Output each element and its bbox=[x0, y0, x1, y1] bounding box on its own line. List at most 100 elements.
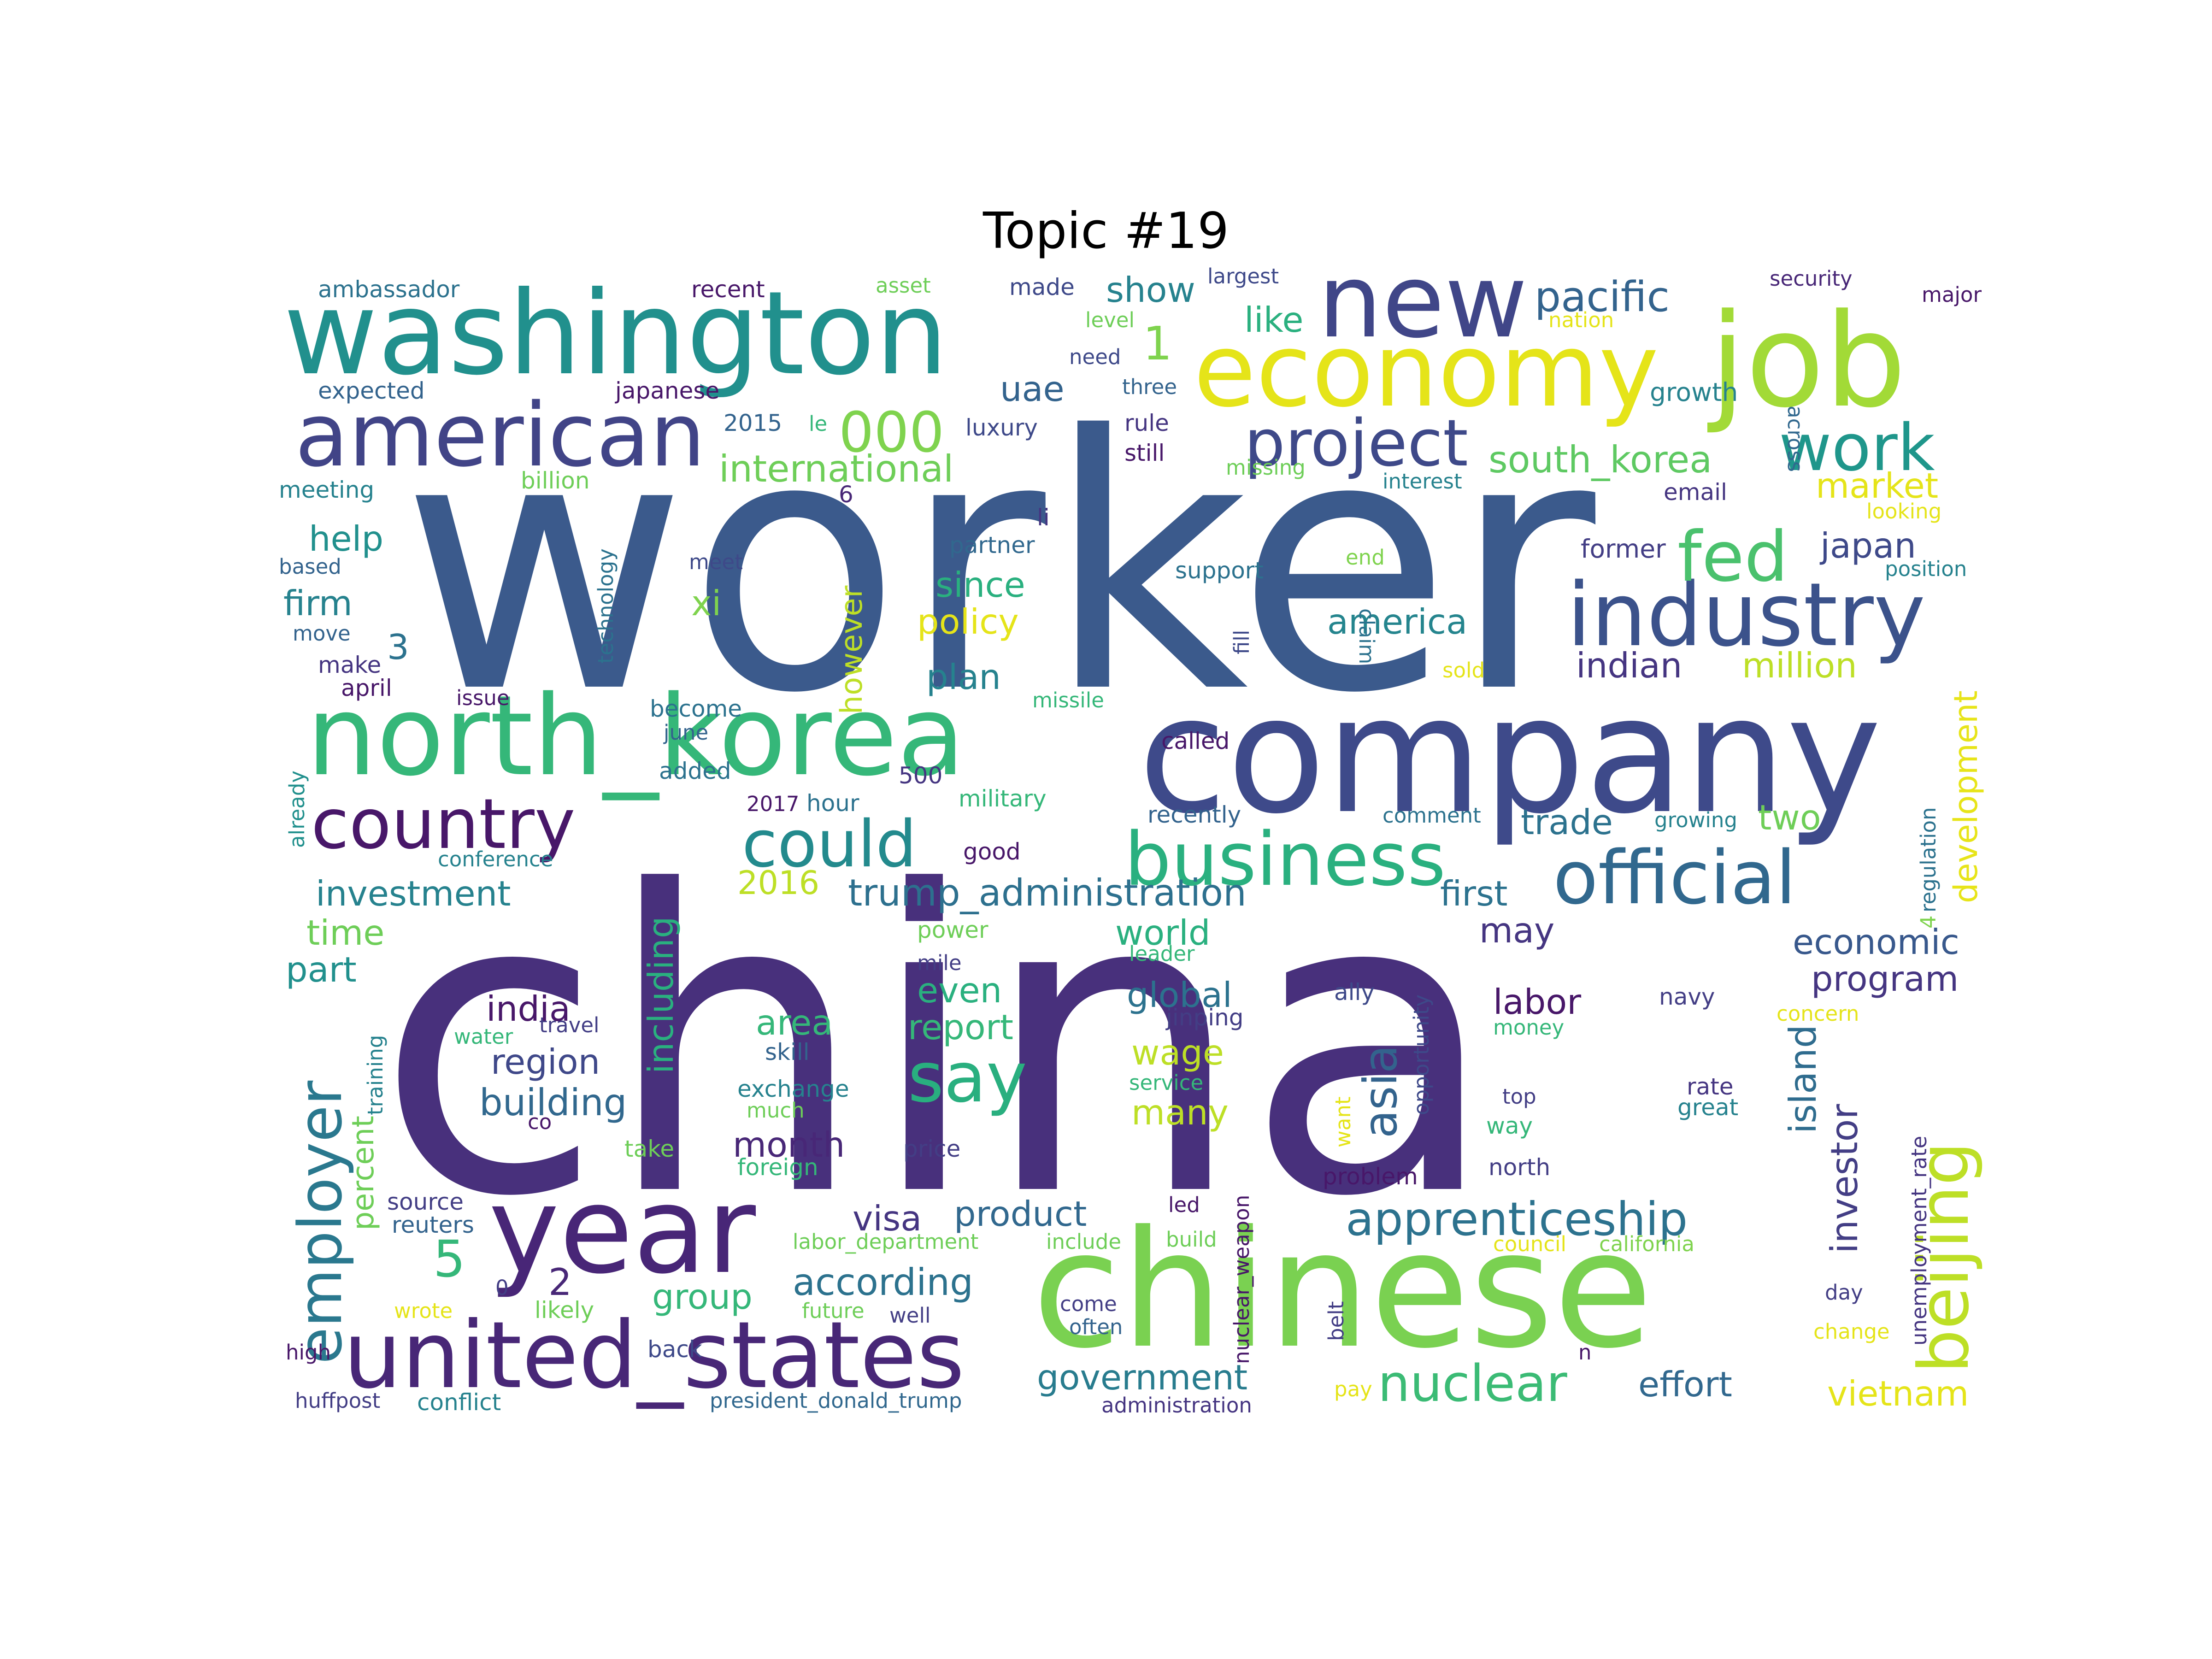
word-beijing: beijing bbox=[1904, 1141, 1984, 1373]
word-project: project bbox=[1244, 406, 1468, 481]
word-change: change bbox=[1813, 1319, 1890, 1344]
word-building: building bbox=[479, 1081, 627, 1124]
word-chinese: chinese bbox=[1032, 1196, 1653, 1384]
word-economy: economy bbox=[1194, 312, 1659, 429]
word-say: say bbox=[908, 1038, 1027, 1118]
word-many: many bbox=[1131, 1092, 1229, 1133]
word-added: added bbox=[659, 758, 731, 784]
word-3: 3 bbox=[387, 627, 409, 667]
word-time: time bbox=[306, 912, 384, 953]
word-000: 000 bbox=[839, 401, 944, 465]
word-economic: economic bbox=[1793, 922, 1959, 962]
word-policy: policy bbox=[917, 601, 1019, 642]
word-plan: plan bbox=[926, 657, 1001, 697]
word-foreign: foreign bbox=[737, 1154, 818, 1181]
word-india: india bbox=[486, 988, 571, 1029]
word-president-donald-trump: president_donald_trump bbox=[710, 1388, 962, 1413]
word-include: include bbox=[1046, 1230, 1121, 1254]
word-skill: skill bbox=[765, 1039, 810, 1065]
word-according: according bbox=[793, 1261, 973, 1304]
word-service: service bbox=[1129, 1071, 1203, 1095]
word-island: island bbox=[1782, 1024, 1824, 1134]
word-expected: expected bbox=[318, 377, 425, 404]
word-well: well bbox=[889, 1303, 931, 1328]
word-le: le bbox=[809, 412, 827, 436]
word-two: two bbox=[1758, 797, 1821, 838]
word-missing: missing bbox=[1226, 455, 1306, 480]
word-problem: problem bbox=[1323, 1163, 1418, 1190]
word-4: 4 bbox=[1916, 915, 1941, 929]
word-investor: investor bbox=[1823, 1104, 1866, 1253]
word-investment: investment bbox=[316, 873, 511, 914]
word-vietnam: vietnam bbox=[1827, 1373, 1969, 1414]
word-led: led bbox=[1168, 1193, 1200, 1217]
word-company: company bbox=[1138, 661, 1882, 849]
word-fed: fed bbox=[1677, 517, 1788, 597]
word-however: however bbox=[835, 585, 869, 714]
word-unemployment-rate: unemployment_rate bbox=[1907, 1136, 1931, 1346]
word-could: could bbox=[742, 807, 917, 882]
word-rule: rule bbox=[1124, 410, 1169, 436]
word-sold: sold bbox=[1442, 658, 1485, 682]
word-email: email bbox=[1664, 479, 1727, 506]
word-recently: recently bbox=[1147, 801, 1241, 828]
word-regulation: regulation bbox=[1916, 807, 1941, 912]
word-issue: issue bbox=[456, 686, 510, 710]
word-june: june bbox=[663, 720, 708, 745]
word-part: part bbox=[286, 949, 357, 990]
word-trade: trade bbox=[1521, 802, 1613, 842]
word-made: made bbox=[1009, 274, 1075, 300]
word-navy: navy bbox=[1659, 983, 1715, 1010]
word-report: report bbox=[908, 1007, 1013, 1047]
word-partner: partner bbox=[949, 532, 1035, 559]
word-asset: asset bbox=[876, 273, 931, 298]
word-source: source bbox=[387, 1188, 464, 1215]
word-jinping: jinping bbox=[1165, 1004, 1244, 1031]
word-pay: pay bbox=[1334, 1377, 1372, 1401]
word-fill: fill bbox=[1230, 630, 1254, 654]
word-opportunity: opportunity bbox=[1409, 994, 1434, 1115]
word-li: li bbox=[1037, 504, 1050, 531]
word-good: good bbox=[963, 838, 1021, 865]
word-market: market bbox=[1816, 465, 1938, 506]
word-end: end bbox=[1346, 545, 1385, 570]
word-2017: 2017 bbox=[747, 792, 800, 816]
word-north: north bbox=[1488, 1154, 1550, 1181]
word-exchange: exchange bbox=[737, 1076, 849, 1102]
word-month: month bbox=[733, 1124, 845, 1165]
word-training: training bbox=[363, 1035, 388, 1115]
word-nation: nation bbox=[1548, 308, 1614, 332]
word-belt: belt bbox=[1324, 1301, 1348, 1341]
word-north-korea: north_korea bbox=[306, 671, 965, 800]
word-global: global bbox=[1127, 975, 1232, 1015]
word-effort: effort bbox=[1638, 1364, 1732, 1405]
word-need: need bbox=[1069, 345, 1121, 369]
word-2: 2 bbox=[548, 1261, 572, 1304]
word-future: future bbox=[802, 1299, 865, 1323]
word-labor-department: labor_department bbox=[793, 1230, 978, 1254]
word-work: work bbox=[1779, 411, 1935, 486]
word-mile: mile bbox=[917, 951, 962, 975]
word-since: since bbox=[935, 565, 1025, 605]
word-uae: uae bbox=[1000, 369, 1065, 409]
figure-title: Topic #19 bbox=[983, 202, 1229, 260]
word-already: already bbox=[285, 771, 309, 848]
word-washington: washington bbox=[283, 266, 948, 400]
word-new: new bbox=[1318, 242, 1528, 360]
word-administration: administration bbox=[1101, 1393, 1252, 1418]
word-three: three bbox=[1122, 375, 1177, 399]
word-japan: japan bbox=[1819, 525, 1916, 566]
word-indian: indian bbox=[1576, 645, 1682, 686]
word-program: program bbox=[1811, 959, 1959, 999]
word-take: take bbox=[624, 1135, 674, 1162]
word-american: american bbox=[295, 384, 706, 486]
word-high: high bbox=[286, 1340, 331, 1365]
word-recent: recent bbox=[691, 276, 765, 303]
word-region: region bbox=[491, 1041, 600, 1082]
word-international: international bbox=[719, 447, 953, 490]
word-across: across bbox=[1783, 406, 1807, 472]
word-likely: likely bbox=[535, 1297, 594, 1324]
word-come: come bbox=[1060, 1292, 1117, 1316]
word-million: million bbox=[1742, 645, 1857, 686]
